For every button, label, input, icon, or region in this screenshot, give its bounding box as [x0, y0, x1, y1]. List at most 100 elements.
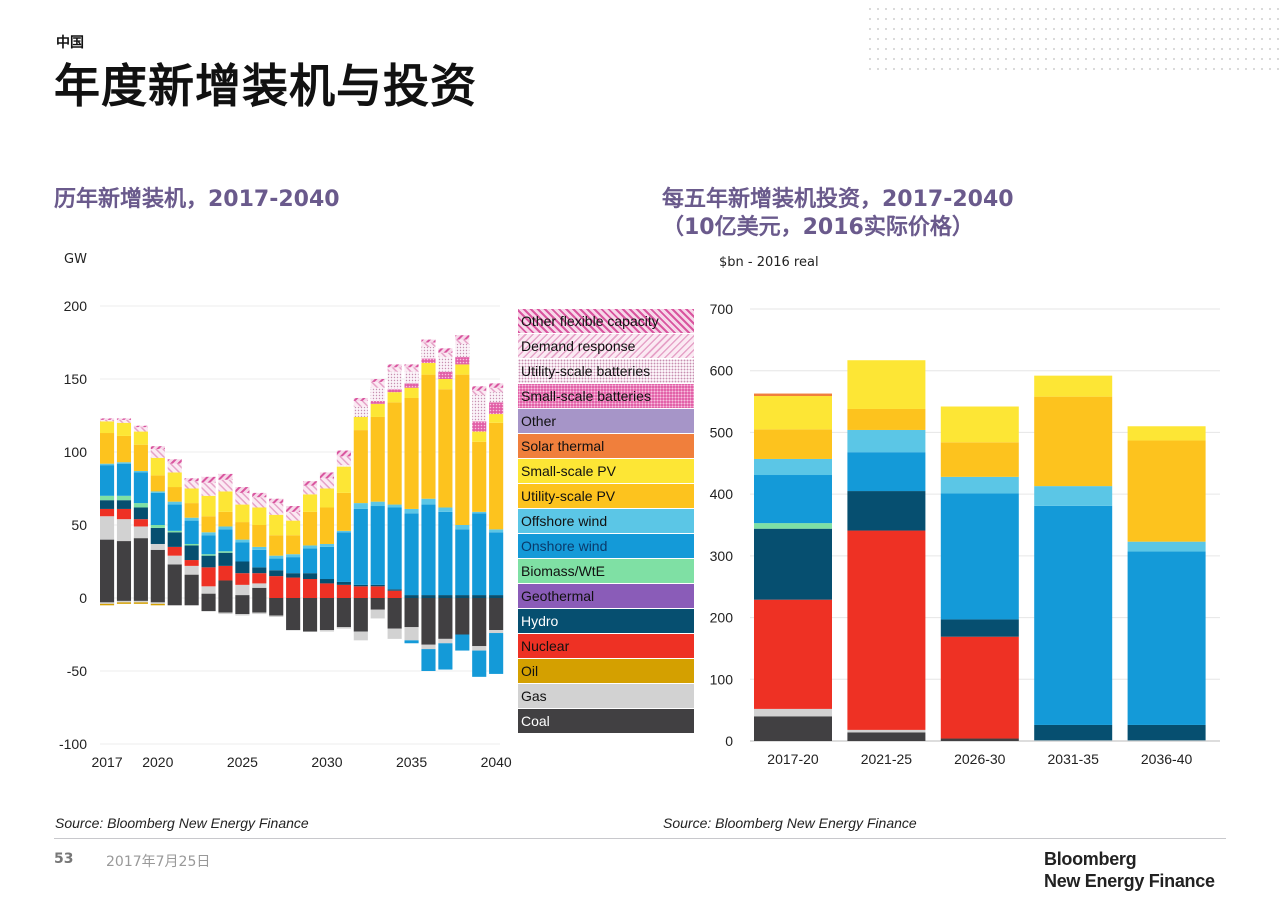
bar-segment-utility-scale-pv [235, 522, 250, 540]
bar-segment-hydro [167, 532, 182, 547]
bar-segment-small-scale-batteries [489, 402, 504, 415]
legend-label: Solar thermal [521, 438, 605, 454]
bar-segment-biomass-wte [100, 495, 115, 501]
bar-segment-biomass-wte [218, 551, 233, 553]
bar-segment-onshore-wind [303, 548, 318, 574]
right-chart-title-line2: （10亿美元，2016实际价格） [662, 215, 974, 240]
right-x-tick-label: 2026-30 [954, 751, 1006, 767]
left-bar-2019 [133, 425, 148, 604]
bar-segment-negative-gas [133, 600, 148, 603]
bar-segment-hydro [133, 507, 148, 520]
bar-segment-other-flexible-capacity [336, 450, 351, 457]
legend-label: Onshore wind [521, 538, 608, 554]
legend-item-oil: Oil [518, 659, 694, 683]
bar-segment-small-scale-pv [235, 504, 250, 523]
bar-segment-other-flexible-capacity [133, 425, 148, 428]
bar-segment-demand-response [404, 367, 419, 372]
bar-segment-hydro [319, 579, 335, 584]
bar-segment-utility-scale-pv [252, 525, 267, 547]
bar-segment-small-scale-pv [133, 431, 148, 445]
legend-item-other-flexible-capacity: Other flexible capacity [518, 309, 694, 333]
bar-segment-utility-scale-pv [353, 430, 368, 504]
left-bar-2032 [353, 397, 368, 641]
bar-segment-other-flexible-capacity [472, 386, 487, 391]
bar-segment-gas [116, 519, 132, 542]
legend-item-utility-scale-pv: Utility-scale PV [518, 484, 694, 508]
bar-segment-other-flexible-capacity [100, 418, 115, 420]
bar-segment-offshore-wind [235, 539, 250, 543]
bar-segment-small-scale-pv [940, 406, 1019, 443]
bar-segment-coal [184, 574, 199, 598]
left-chart-unit: GW [64, 252, 87, 267]
bar-segment-biomass-wte [184, 543, 199, 546]
bar-segment-onshore-wind [353, 508, 368, 585]
legend-item-onshore-wind: Onshore wind [518, 534, 694, 558]
right-x-tick-label: 2021-25 [861, 751, 913, 767]
bar-segment-small-scale-pv [455, 364, 470, 375]
bar-segment-utility-scale-batteries [438, 357, 453, 372]
bar-segment-onshore-wind [847, 452, 926, 492]
bar-segment-utility-scale-batteries [472, 395, 487, 422]
bar-segment-offshore-wind [269, 555, 284, 559]
bar-segment-utility-scale-batteries [353, 406, 368, 417]
bar-segment-hydro [489, 595, 504, 598]
bar-segment-negative-coal [472, 598, 487, 647]
bar-segment-negative-coal [150, 598, 165, 603]
legend-label: Hydro [521, 613, 559, 629]
bar-segment-negative-gas [489, 630, 504, 634]
left-bar-2029 [303, 481, 318, 632]
left-bar-2034 [387, 364, 402, 639]
bar-segment-offshore-wind [438, 507, 453, 512]
left-source-note: Source: Bloomberg New Energy Finance [55, 815, 309, 831]
left-bar-2039 [472, 386, 487, 677]
bar-segment-nuclear [201, 567, 216, 587]
bar-segment-negative-coal [201, 598, 216, 612]
bar-segment-offshore-wind [370, 501, 385, 507]
bar-segment-hydro [269, 570, 284, 577]
bar-segment-utility-scale-pv [847, 408, 926, 430]
bar-segment-nuclear [286, 577, 301, 598]
logo-line1: Bloomberg [1044, 849, 1137, 869]
bar-segment-negative-coal [235, 598, 250, 615]
legend-label: Other flexible capacity [521, 313, 659, 329]
bar-segment-hydro [940, 619, 1019, 637]
left-bar-2022 [184, 478, 199, 606]
bar-segment-nuclear [167, 546, 182, 556]
bar-segment-negative-gas [336, 627, 351, 629]
left-y-tick-label: 200 [64, 298, 88, 314]
left-bar-2024 [218, 473, 233, 615]
bar-segment-negative-coal [319, 598, 335, 631]
bar-segment-demand-response [353, 400, 368, 407]
bar-segment-demand-response [438, 352, 453, 358]
bar-segment-offshore-wind [421, 498, 436, 505]
bar-segment-utility-scale-pv [286, 535, 301, 555]
bar-segment-offshore-wind [1034, 486, 1113, 506]
bar-segment-small-scale-pv [218, 491, 233, 512]
bar-segment-other-flexible-capacity [269, 498, 284, 504]
bar-segment-small-scale-pv [438, 379, 453, 390]
bar-segment-negative-coal [286, 598, 301, 631]
bar-segment-demand-response [286, 511, 301, 521]
left-y-tick-label: -50 [67, 663, 87, 679]
bar-segment-other-flexible-capacity [201, 476, 216, 483]
bar-segment-negative-gas [353, 631, 368, 641]
bar-segment-negative-oil [133, 602, 148, 604]
bar-segment-utility-scale-batteries [336, 465, 351, 467]
bar-segment-nuclear [754, 599, 832, 709]
bar-segment-negative-gas [235, 614, 250, 616]
bar-segment-demand-response [252, 497, 267, 508]
bar-segment-utility-scale-pv [303, 511, 318, 546]
bar-segment-utility-scale-pv [218, 511, 233, 527]
right-chart: 700 600 500 400 300 200 100 0 2017-20 2021-25 202… [710, 301, 1220, 767]
bar-segment-negative-coal [404, 598, 419, 628]
bar-segment-offshore-wind [472, 511, 487, 514]
bar-segment-demand-response [235, 492, 250, 505]
bar-segment-utility-scale-batteries [387, 371, 402, 390]
bar-segment-negative-coal [421, 598, 436, 645]
bar-segment-small-scale-pv [754, 396, 832, 430]
bar-segment-gas [100, 516, 115, 540]
bar-segment-negative-coal [387, 598, 402, 629]
legend-item-offshore-wind: Offshore wind [518, 509, 694, 533]
legend-item-small-scale-pv: Small-scale PV [518, 459, 694, 483]
bar-segment-gas [201, 586, 216, 594]
